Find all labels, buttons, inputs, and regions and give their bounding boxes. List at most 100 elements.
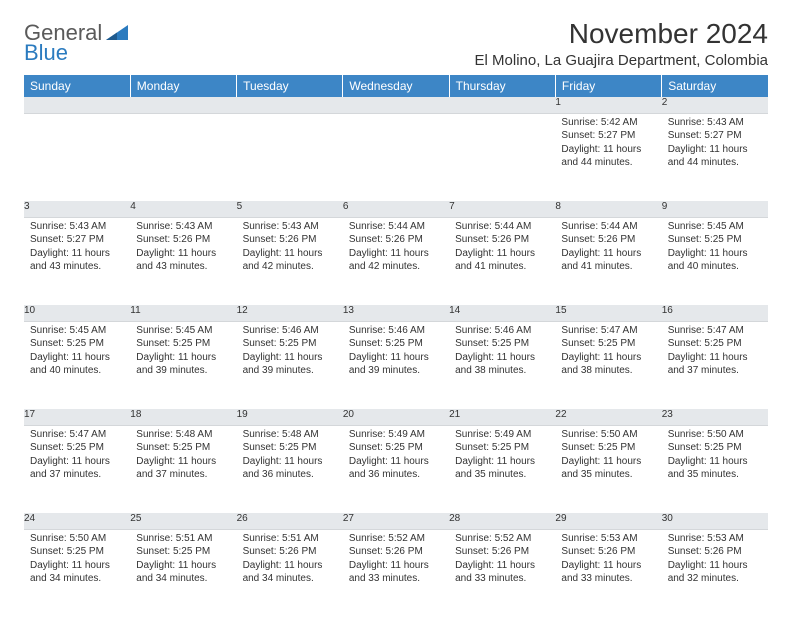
day-number: 14	[449, 305, 555, 321]
sunset-text: Sunset: 5:25 PM	[136, 442, 230, 455]
month-title: November 2024	[475, 18, 768, 50]
day-number: 5	[237, 201, 343, 217]
day-cell: Sunrise: 5:42 AMSunset: 5:27 PMDaylight:…	[555, 113, 661, 201]
day-cell: Sunrise: 5:45 AMSunset: 5:25 PMDaylight:…	[24, 321, 130, 409]
day-cell: Sunrise: 5:43 AMSunset: 5:26 PMDaylight:…	[237, 217, 343, 305]
day-number: 10	[24, 305, 130, 321]
sunrise-text: Sunrise: 5:44 AM	[561, 221, 655, 234]
day-cell: Sunrise: 5:52 AMSunset: 5:26 PMDaylight:…	[343, 529, 449, 617]
day1-text: Daylight: 11 hours	[561, 456, 655, 469]
day1-text: Daylight: 11 hours	[455, 248, 549, 261]
day1-text: Daylight: 11 hours	[136, 456, 230, 469]
day2-text: and 33 minutes.	[349, 573, 443, 586]
weekday-header-row: Sunday Monday Tuesday Wednesday Thursday…	[24, 75, 768, 97]
day-cell: Sunrise: 5:44 AMSunset: 5:26 PMDaylight:…	[343, 217, 449, 305]
day1-text: Daylight: 11 hours	[30, 248, 124, 261]
day-details-row: Sunrise: 5:47 AMSunset: 5:25 PMDaylight:…	[24, 425, 768, 513]
day-details: Sunrise: 5:44 AMSunset: 5:26 PMDaylight:…	[449, 218, 555, 290]
day-number-row: 24252627282930	[24, 513, 768, 529]
day-number: 16	[662, 305, 768, 321]
calendar-body: 12Sunrise: 5:42 AMSunset: 5:27 PMDayligh…	[24, 97, 768, 617]
day-cell	[449, 113, 555, 201]
logo-text: General Blue	[24, 22, 102, 64]
day-details: Sunrise: 5:51 AMSunset: 5:26 PMDaylight:…	[237, 530, 343, 602]
day-details	[343, 114, 449, 186]
sunset-text: Sunset: 5:25 PM	[668, 442, 762, 455]
day-details: Sunrise: 5:45 AMSunset: 5:25 PMDaylight:…	[24, 322, 130, 394]
day-details-row: Sunrise: 5:43 AMSunset: 5:27 PMDaylight:…	[24, 217, 768, 305]
sunset-text: Sunset: 5:27 PM	[30, 234, 124, 247]
day-cell: Sunrise: 5:44 AMSunset: 5:26 PMDaylight:…	[449, 217, 555, 305]
day-cell: Sunrise: 5:50 AMSunset: 5:25 PMDaylight:…	[662, 425, 768, 513]
day2-text: and 41 minutes.	[561, 261, 655, 274]
day-cell: Sunrise: 5:51 AMSunset: 5:25 PMDaylight:…	[130, 529, 236, 617]
day-details	[237, 114, 343, 186]
day-details: Sunrise: 5:46 AMSunset: 5:25 PMDaylight:…	[449, 322, 555, 394]
sunrise-text: Sunrise: 5:44 AM	[455, 221, 549, 234]
day2-text: and 42 minutes.	[349, 261, 443, 274]
day2-text: and 40 minutes.	[30, 365, 124, 378]
sunset-text: Sunset: 5:26 PM	[455, 546, 549, 559]
sunrise-text: Sunrise: 5:47 AM	[668, 325, 762, 338]
day-details: Sunrise: 5:43 AMSunset: 5:27 PMDaylight:…	[24, 218, 130, 290]
day-details: Sunrise: 5:43 AMSunset: 5:27 PMDaylight:…	[662, 114, 768, 186]
weekday-header: Tuesday	[237, 75, 343, 97]
day-number	[237, 97, 343, 113]
sunset-text: Sunset: 5:26 PM	[243, 546, 337, 559]
day-number: 19	[237, 409, 343, 425]
sunrise-text: Sunrise: 5:45 AM	[136, 325, 230, 338]
weekday-header: Friday	[555, 75, 661, 97]
day2-text: and 36 minutes.	[243, 469, 337, 482]
day-number: 18	[130, 409, 236, 425]
day1-text: Daylight: 11 hours	[455, 456, 549, 469]
sunset-text: Sunset: 5:25 PM	[30, 546, 124, 559]
day-details	[24, 114, 130, 186]
day-number: 4	[130, 201, 236, 217]
sunrise-text: Sunrise: 5:42 AM	[561, 117, 655, 130]
calendar-page: General Blue November 2024 El Molino, La…	[0, 0, 792, 627]
sunset-text: Sunset: 5:25 PM	[668, 234, 762, 247]
sunrise-text: Sunrise: 5:47 AM	[30, 429, 124, 442]
day-number: 30	[662, 513, 768, 529]
day-details: Sunrise: 5:50 AMSunset: 5:25 PMDaylight:…	[24, 530, 130, 602]
day-details: Sunrise: 5:52 AMSunset: 5:26 PMDaylight:…	[449, 530, 555, 602]
day1-text: Daylight: 11 hours	[243, 560, 337, 573]
day-cell: Sunrise: 5:47 AMSunset: 5:25 PMDaylight:…	[24, 425, 130, 513]
sunrise-text: Sunrise: 5:51 AM	[136, 533, 230, 546]
day2-text: and 39 minutes.	[243, 365, 337, 378]
day-cell	[24, 113, 130, 201]
day-number: 8	[555, 201, 661, 217]
sunrise-text: Sunrise: 5:50 AM	[561, 429, 655, 442]
day-cell: Sunrise: 5:51 AMSunset: 5:26 PMDaylight:…	[237, 529, 343, 617]
sunrise-text: Sunrise: 5:48 AM	[136, 429, 230, 442]
day-cell: Sunrise: 5:48 AMSunset: 5:25 PMDaylight:…	[130, 425, 236, 513]
day1-text: Daylight: 11 hours	[668, 352, 762, 365]
day-cell: Sunrise: 5:43 AMSunset: 5:27 PMDaylight:…	[24, 217, 130, 305]
day-number	[343, 97, 449, 113]
day-cell: Sunrise: 5:44 AMSunset: 5:26 PMDaylight:…	[555, 217, 661, 305]
day-cell: Sunrise: 5:45 AMSunset: 5:25 PMDaylight:…	[662, 217, 768, 305]
day2-text: and 41 minutes.	[455, 261, 549, 274]
day1-text: Daylight: 11 hours	[349, 352, 443, 365]
sunrise-text: Sunrise: 5:44 AM	[349, 221, 443, 234]
day-details: Sunrise: 5:44 AMSunset: 5:26 PMDaylight:…	[343, 218, 449, 290]
day-cell: Sunrise: 5:49 AMSunset: 5:25 PMDaylight:…	[449, 425, 555, 513]
sunset-text: Sunset: 5:25 PM	[455, 338, 549, 351]
day-details: Sunrise: 5:43 AMSunset: 5:26 PMDaylight:…	[237, 218, 343, 290]
day-details: Sunrise: 5:46 AMSunset: 5:25 PMDaylight:…	[237, 322, 343, 394]
day-number: 21	[449, 409, 555, 425]
day-number: 15	[555, 305, 661, 321]
sunset-text: Sunset: 5:25 PM	[455, 442, 549, 455]
day2-text: and 35 minutes.	[668, 469, 762, 482]
day-number: 1	[555, 97, 661, 113]
day-number: 20	[343, 409, 449, 425]
day-details: Sunrise: 5:48 AMSunset: 5:25 PMDaylight:…	[237, 426, 343, 498]
day-number	[24, 97, 130, 113]
day1-text: Daylight: 11 hours	[561, 248, 655, 261]
day-details: Sunrise: 5:46 AMSunset: 5:25 PMDaylight:…	[343, 322, 449, 394]
day2-text: and 33 minutes.	[455, 573, 549, 586]
sunset-text: Sunset: 5:26 PM	[349, 234, 443, 247]
sunset-text: Sunset: 5:25 PM	[349, 442, 443, 455]
day-details: Sunrise: 5:52 AMSunset: 5:26 PMDaylight:…	[343, 530, 449, 602]
sunset-text: Sunset: 5:25 PM	[243, 338, 337, 351]
